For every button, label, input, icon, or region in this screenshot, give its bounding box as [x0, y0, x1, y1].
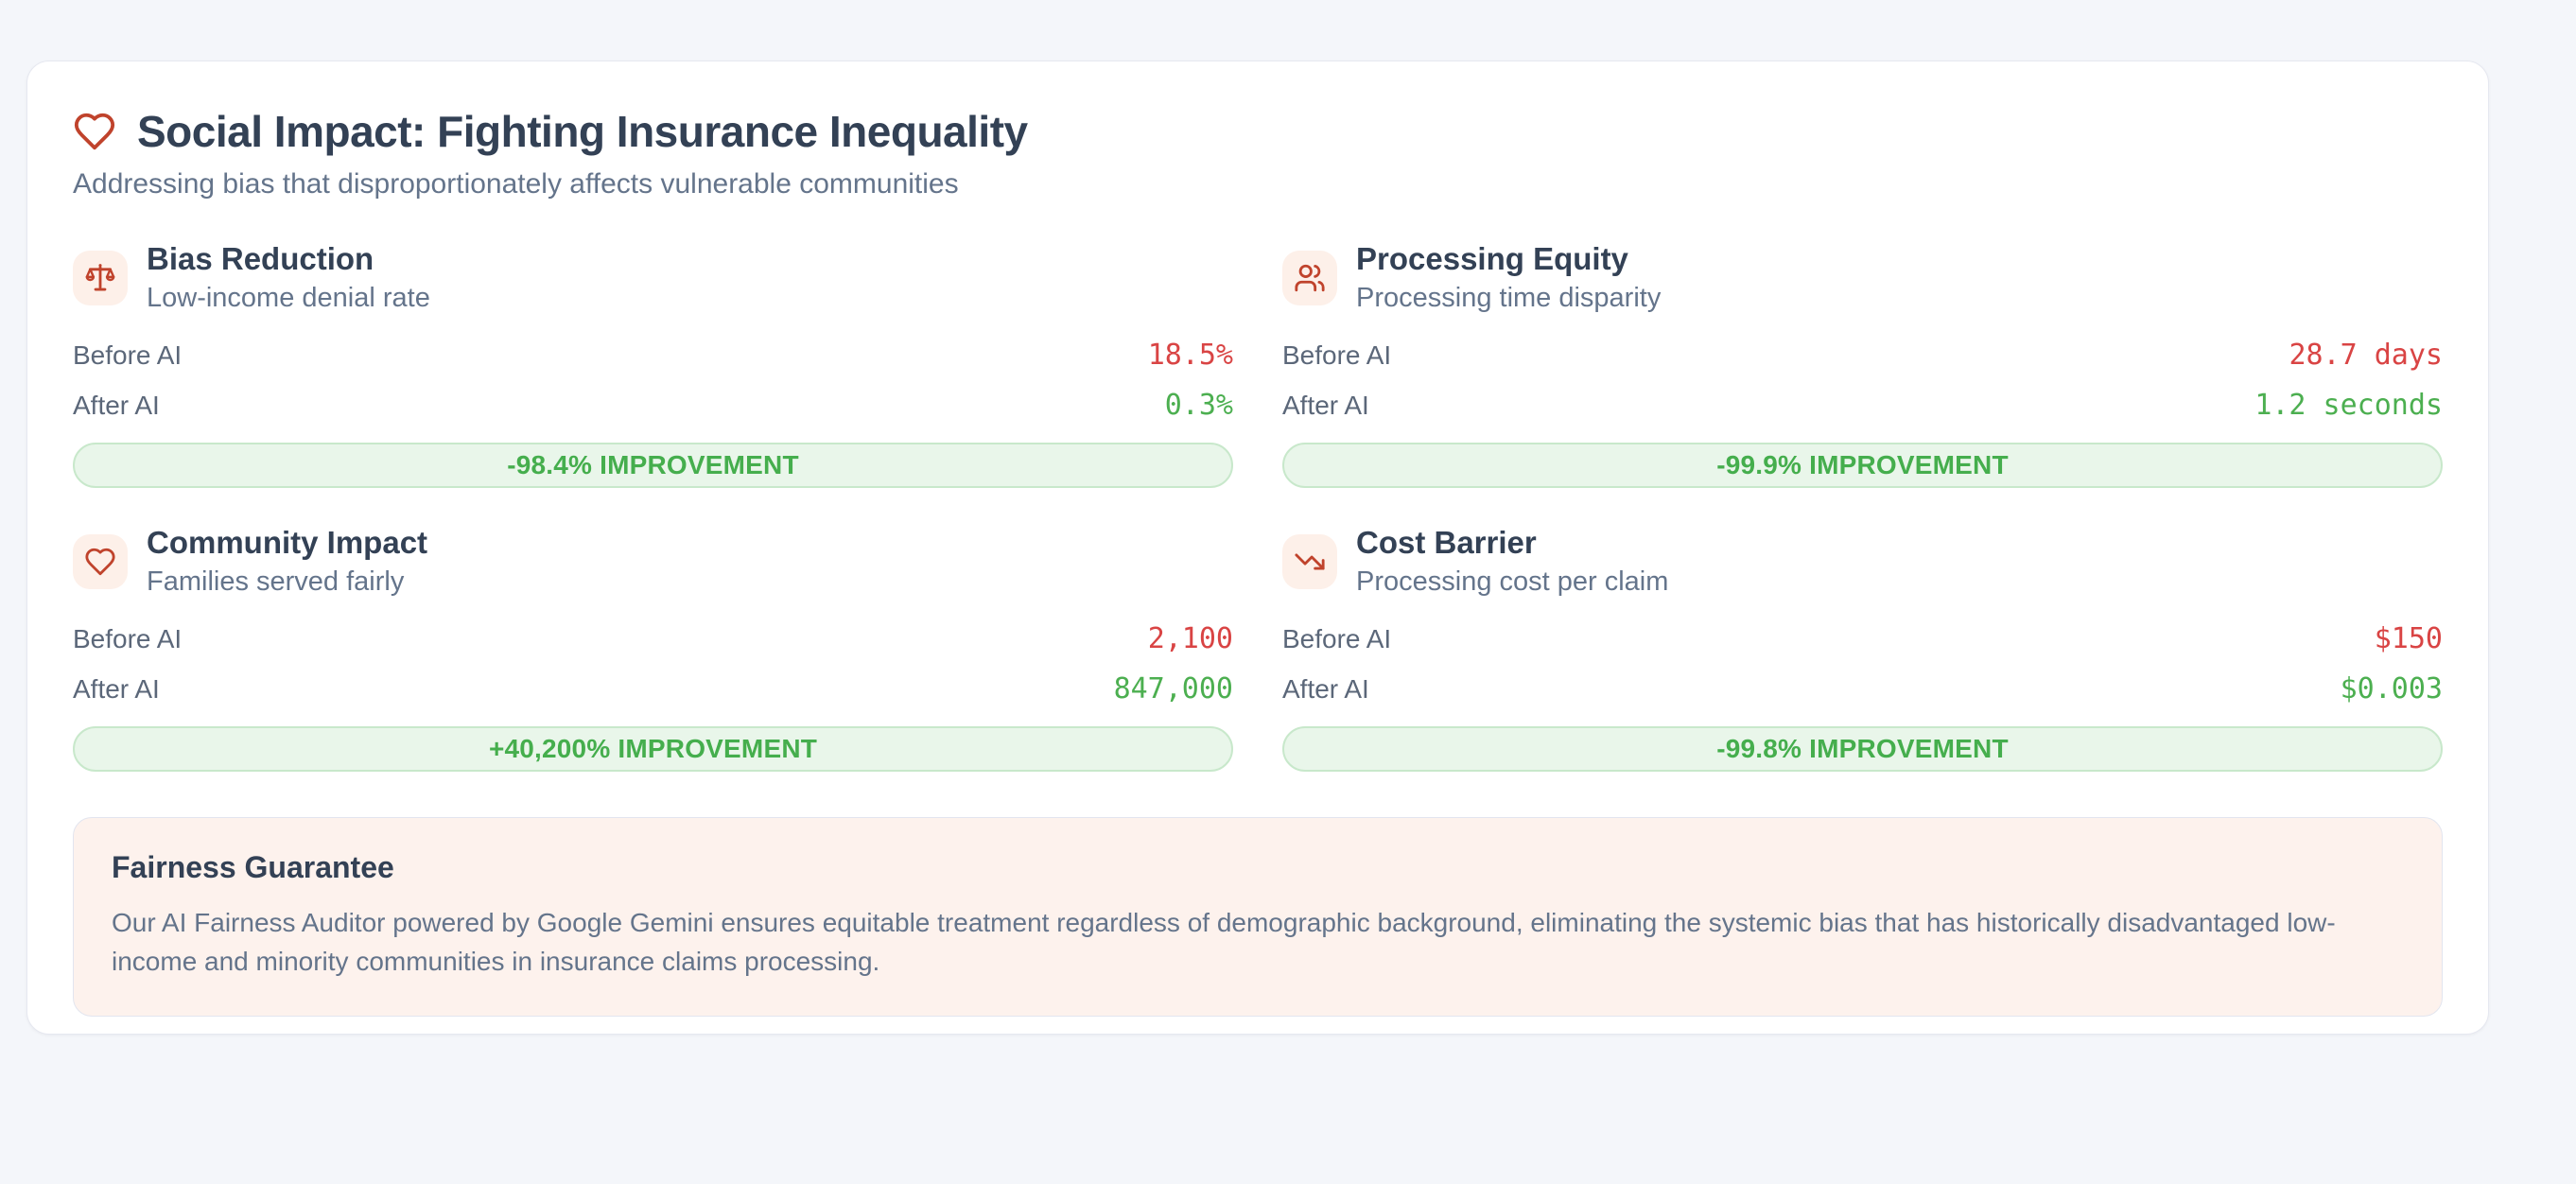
after-row: After AI 847,000 — [73, 672, 1233, 705]
metric-cost-barrier: Cost Barrier Processing cost per claim B… — [1282, 525, 2443, 773]
metric-header: Bias Reduction Low-income denial rate — [73, 240, 1233, 314]
before-value: 18.5% — [1147, 339, 1233, 373]
before-label: Before AI — [73, 624, 183, 654]
after-label: After AI — [73, 674, 160, 705]
icon-box — [73, 251, 128, 306]
before-value: 2,100 — [1147, 622, 1233, 656]
social-impact-panel: Social Impact: Fighting Insurance Inequa… — [26, 61, 2489, 1035]
after-value: 847,000 — [1113, 672, 1233, 706]
icon-box — [1282, 534, 1337, 590]
after-row: After AI $0.003 — [1282, 672, 2443, 705]
metric-header: Processing Equity Processing time dispar… — [1282, 240, 2443, 314]
metric-header-text: Cost Barrier Processing cost per claim — [1356, 525, 1669, 598]
metric-header: Cost Barrier Processing cost per claim — [1282, 525, 2443, 598]
after-value: 0.3% — [1164, 389, 1233, 423]
before-value: $150 — [2374, 622, 2443, 656]
after-label: After AI — [1282, 391, 1369, 421]
metric-subtitle: Families served fairly — [147, 566, 405, 598]
metric-rows: Before AI $150 After AI $0.003 — [1282, 622, 2443, 705]
metric-header-text: Bias Reduction Low-income denial rate — [147, 240, 430, 314]
metric-title: Bias Reduction — [147, 240, 374, 276]
metric-rows: Before AI 28.7 days After AI 1.2 seconds — [1282, 339, 2443, 422]
after-value: $0.003 — [2340, 672, 2443, 706]
metric-subtitle: Processing cost per claim — [1356, 566, 1669, 598]
metric-header: Community Impact Families served fairly — [73, 525, 1233, 598]
before-row: Before AI 28.7 days — [1282, 339, 2443, 372]
improvement-badge: +40,200% IMPROVEMENT — [73, 726, 1233, 773]
improvement-badge: -99.9% IMPROVEMENT — [1282, 443, 2443, 489]
after-label: After AI — [1282, 674, 1369, 705]
metric-subtitle: Processing time disparity — [1356, 283, 1662, 314]
before-value: 28.7 days — [2289, 339, 2443, 373]
fairness-title: Fairness Guarantee — [112, 850, 394, 885]
after-value: 1.2 seconds — [2254, 389, 2443, 423]
before-label: Before AI — [1282, 624, 1392, 654]
metric-header-text: Community Impact Families served fairly — [147, 525, 428, 598]
scale-icon — [85, 264, 115, 291]
before-row: Before AI $150 — [1282, 622, 2443, 655]
heart-icon — [85, 548, 115, 576]
before-row: Before AI 2,100 — [73, 622, 1233, 655]
after-row: After AI 0.3% — [73, 389, 1233, 422]
before-label: Before AI — [73, 340, 183, 371]
page-title: Social Impact: Fighting Insurance Inequa… — [137, 107, 1028, 156]
fairness-body: Our AI Fairness Auditor powered by Googl… — [112, 908, 2336, 977]
panel-header: Social Impact: Fighting Insurance Inequa… — [73, 107, 2443, 157]
metric-title: Cost Barrier — [1356, 525, 1537, 561]
metric-rows: Before AI 2,100 After AI 847,000 — [73, 622, 1233, 705]
trending-down-icon — [1295, 553, 1325, 570]
metric-rows: Before AI 18.5% After AI 0.3% — [73, 339, 1233, 422]
metric-header-text: Processing Equity Processing time dispar… — [1356, 240, 1662, 314]
before-label: Before AI — [1282, 340, 1392, 371]
icon-box — [1282, 251, 1337, 306]
metric-bias-reduction: Bias Reduction Low-income denial rate Be… — [73, 240, 1233, 489]
improvement-badge: -99.8% IMPROVEMENT — [1282, 726, 2443, 773]
after-label: After AI — [73, 391, 160, 421]
icon-box — [73, 534, 128, 590]
metric-processing-equity: Processing Equity Processing time dispar… — [1282, 240, 2443, 489]
metric-title: Community Impact — [147, 525, 428, 561]
heart-icon — [74, 113, 115, 150]
metric-subtitle: Low-income denial rate — [147, 283, 430, 314]
metric-community-impact: Community Impact Families served fairly … — [73, 525, 1233, 773]
page-subtitle: Addressing bias that disproportionately … — [73, 167, 959, 200]
users-icon — [1295, 264, 1325, 292]
metrics-grid: Bias Reduction Low-income denial rate Be… — [73, 240, 2443, 773]
fairness-guarantee-box: Fairness Guarantee Our AI Fairness Audit… — [73, 817, 2443, 1017]
metric-title: Processing Equity — [1356, 240, 1628, 276]
before-row: Before AI 18.5% — [73, 339, 1233, 372]
improvement-badge: -98.4% IMPROVEMENT — [73, 443, 1233, 489]
after-row: After AI 1.2 seconds — [1282, 389, 2443, 422]
